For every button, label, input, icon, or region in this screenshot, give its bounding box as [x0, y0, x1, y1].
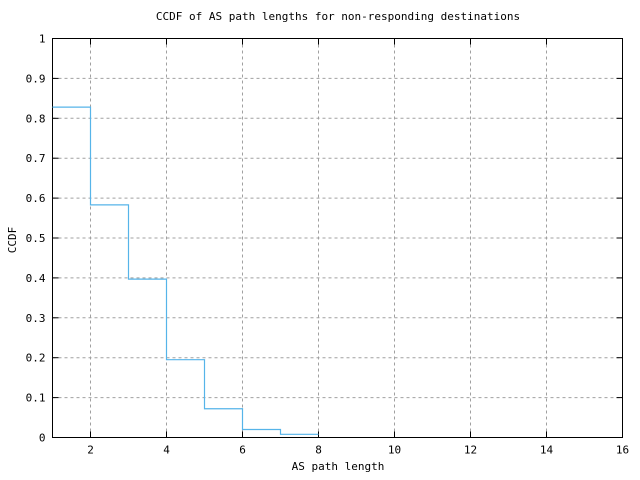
x-tick-label: 12 — [464, 444, 477, 457]
ccdf-step-line — [52, 106, 319, 435]
y-tick-label: 0.8 — [26, 112, 46, 125]
y-tick-label: 0.6 — [26, 192, 46, 205]
chart-title: CCDF of AS path lengths for non-respondi… — [155, 10, 521, 23]
y-tick-label: 0.5 — [26, 232, 46, 245]
x-tick-label: 14 — [540, 444, 554, 457]
y-tick-label: 0.9 — [26, 72, 46, 85]
y-tick-label: 0.2 — [26, 352, 46, 365]
x-tick-label: 10 — [388, 444, 401, 457]
y-tick-label: 0.3 — [26, 312, 46, 325]
x-tick-label: 4 — [163, 444, 170, 457]
x-tick-label: 8 — [315, 444, 322, 457]
x-tick-label: 16 — [616, 444, 629, 457]
y-tick-label: 0.7 — [26, 152, 46, 165]
y-tick-label: 1 — [39, 33, 46, 46]
x-tick-label: 2 — [87, 444, 94, 457]
y-tick-label: 0 — [39, 432, 46, 445]
y-tick-label: 0.1 — [26, 392, 46, 405]
x-axis-title: AS path length — [291, 460, 385, 473]
y-tick-label: 0.4 — [26, 272, 46, 285]
x-tick-label: 6 — [239, 444, 246, 457]
